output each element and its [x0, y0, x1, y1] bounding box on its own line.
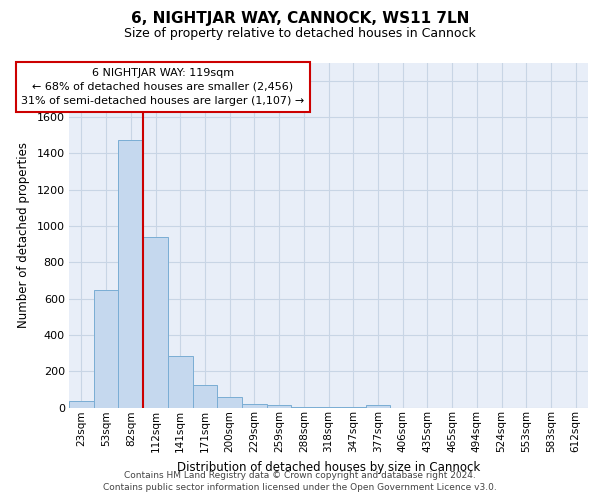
Text: 6 NIGHTJAR WAY: 119sqm
← 68% of detached houses are smaller (2,456)
31% of semi-: 6 NIGHTJAR WAY: 119sqm ← 68% of detached… — [21, 68, 305, 106]
Y-axis label: Number of detached properties: Number of detached properties — [17, 142, 30, 328]
Bar — [217, 396, 242, 407]
Bar — [316, 407, 341, 408]
Text: Contains HM Land Registry data © Crown copyright and database right 2024.
Contai: Contains HM Land Registry data © Crown c… — [103, 471, 497, 492]
Bar — [292, 406, 316, 408]
Bar — [69, 400, 94, 407]
Bar — [118, 140, 143, 407]
Bar — [365, 405, 390, 407]
Text: Size of property relative to detached houses in Cannock: Size of property relative to detached ho… — [124, 28, 476, 40]
Bar — [193, 385, 217, 407]
Bar — [94, 290, 118, 408]
Bar — [267, 406, 292, 407]
Bar — [242, 404, 267, 407]
Bar — [168, 356, 193, 408]
X-axis label: Distribution of detached houses by size in Cannock: Distribution of detached houses by size … — [177, 460, 480, 473]
Text: 6, NIGHTJAR WAY, CANNOCK, WS11 7LN: 6, NIGHTJAR WAY, CANNOCK, WS11 7LN — [131, 11, 469, 26]
Bar — [143, 237, 168, 408]
